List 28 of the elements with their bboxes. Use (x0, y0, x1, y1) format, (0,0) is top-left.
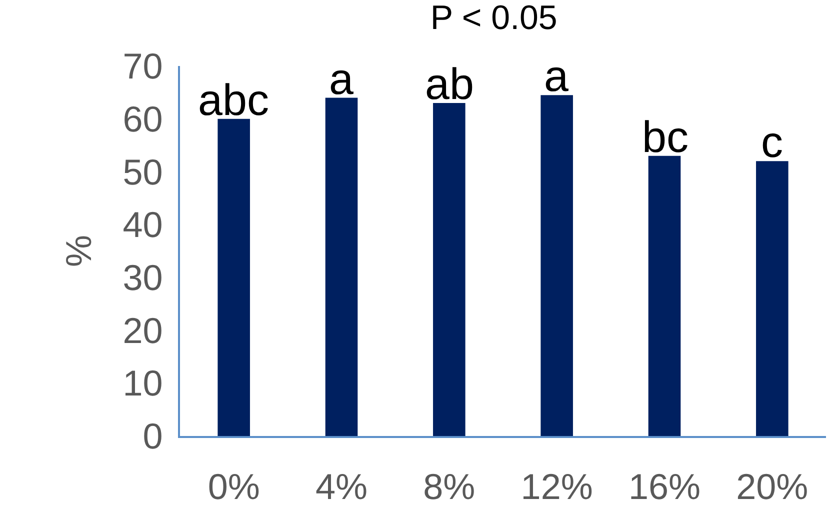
y-tick-label: 50 (122, 151, 163, 192)
x-tick-label: 0% (208, 466, 260, 508)
chart-title: P < 0.05 (430, 0, 558, 37)
x-tick-label: 16% (628, 466, 701, 508)
y-tick-label: 30 (122, 257, 163, 298)
annotation: c (761, 118, 783, 167)
y-tick-label: 0 (142, 416, 163, 457)
annotation: abc (198, 76, 269, 125)
y-tick-label: 40 (122, 204, 163, 246)
bar (756, 161, 788, 436)
bar (218, 118, 250, 436)
bar (648, 156, 681, 436)
annotation: ab (425, 60, 474, 109)
bar (325, 98, 358, 436)
x-tick-label: 12% (520, 466, 593, 508)
y-tick-label: 20 (122, 310, 163, 351)
bar (540, 95, 573, 436)
bar (433, 103, 466, 436)
y-tick-label: 60 (122, 98, 163, 140)
y-tick-label: 10 (122, 362, 163, 404)
x-tick-label: 20% (736, 466, 808, 508)
y-tick-label: 70 (122, 46, 163, 87)
y-axis-title: % (58, 234, 100, 268)
x-tick-label: 4% (315, 466, 368, 508)
annotation: a (544, 52, 569, 101)
annotation: a (329, 55, 354, 104)
annotation: bc (642, 113, 688, 162)
x-tick-label: 8% (423, 466, 476, 508)
